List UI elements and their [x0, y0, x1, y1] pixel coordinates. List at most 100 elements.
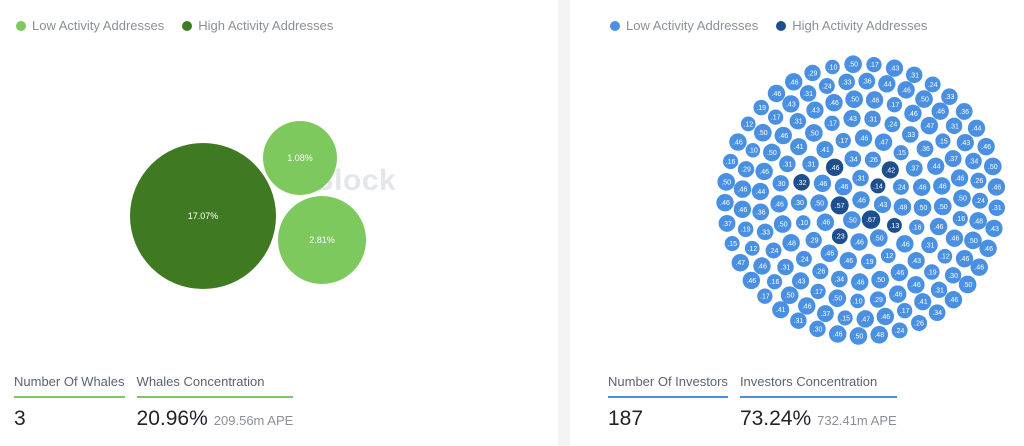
bubble[interactable] [941, 88, 958, 106]
bubble[interactable] [763, 143, 781, 162]
bubble[interactable] [745, 143, 761, 158]
bubble[interactable] [717, 173, 736, 191]
bubble[interactable] [810, 283, 826, 300]
bubble[interactable] [952, 211, 968, 227]
bubble[interactable] [838, 73, 855, 91]
bubble[interactable] [905, 66, 923, 84]
bubble[interactable] [927, 157, 945, 175]
bubble[interactable] [850, 233, 868, 251]
bubble[interactable] [907, 252, 925, 270]
bubble[interactable] [774, 126, 792, 145]
bubble[interactable] [843, 109, 861, 128]
bubble[interactable] [964, 231, 982, 250]
bubble[interactable] [967, 119, 986, 137]
bubble[interactable] [979, 239, 997, 258]
bubble[interactable] [829, 325, 847, 343]
bubble[interactable] [278, 196, 366, 284]
bubble[interactable] [731, 253, 750, 272]
bubble[interactable] [824, 115, 840, 131]
bubble[interactable] [729, 133, 747, 151]
bubble[interactable] [912, 178, 931, 196]
bubble[interactable] [722, 153, 739, 170]
bubble[interactable] [864, 151, 881, 168]
bubble[interactable] [944, 291, 963, 309]
bubble[interactable] [885, 59, 904, 77]
bubble[interactable] [791, 272, 810, 290]
bubble[interactable] [830, 196, 849, 215]
bubble[interactable] [878, 75, 896, 93]
bubble[interactable] [825, 59, 840, 75]
bubble[interactable] [856, 310, 875, 328]
bubble[interactable] [757, 288, 773, 304]
bubble[interactable] [929, 217, 948, 236]
bubble[interactable] [754, 123, 772, 142]
bubble[interactable] [753, 99, 769, 116]
bubble[interactable] [780, 286, 799, 305]
bubble[interactable] [834, 177, 853, 196]
bubble[interactable] [888, 285, 907, 303]
bubble[interactable] [766, 274, 783, 290]
bubble[interactable] [930, 281, 948, 299]
bubble[interactable] [790, 194, 808, 211]
bubble[interactable] [795, 250, 812, 267]
bubble[interactable] [806, 101, 824, 119]
bubble[interactable] [809, 320, 826, 338]
bubble[interactable] [844, 55, 862, 74]
bubble[interactable] [970, 172, 987, 189]
bubble[interactable] [849, 327, 868, 345]
bubble[interactable] [911, 314, 928, 332]
bubble[interactable] [944, 267, 962, 284]
bubble[interactable] [837, 310, 853, 326]
bubble[interactable] [744, 240, 760, 256]
legend-item-high-activity[interactable]: High Activity Addresses [776, 18, 927, 33]
bubble[interactable] [953, 189, 971, 208]
bubble[interactable] [810, 194, 828, 212]
bubble[interactable] [789, 112, 807, 130]
bubble[interactable] [913, 198, 932, 217]
bubble[interactable] [793, 174, 810, 191]
bubble[interactable] [816, 305, 834, 322]
bubble[interactable] [970, 258, 988, 276]
bubble[interactable] [909, 219, 925, 235]
bubble[interactable] [864, 110, 881, 128]
bubble[interactable] [798, 297, 816, 315]
bubble[interactable] [818, 78, 835, 94]
bubble[interactable] [779, 155, 796, 173]
bubble[interactable] [782, 95, 800, 113]
bubble[interactable] [813, 174, 832, 193]
bubble[interactable] [765, 242, 782, 259]
bubble[interactable] [753, 257, 771, 275]
bubble[interactable] [737, 161, 755, 178]
bubble[interactable] [772, 301, 790, 319]
bubble[interactable] [972, 192, 988, 209]
bubble[interactable] [844, 150, 862, 168]
bubble[interactable] [945, 229, 964, 247]
bubble[interactable] [937, 248, 953, 264]
bubble[interactable] [767, 84, 786, 103]
bubble[interactable] [874, 133, 893, 151]
bubble[interactable] [873, 195, 892, 214]
bubble[interactable] [799, 85, 817, 102]
bubble[interactable] [130, 143, 276, 289]
bubble[interactable] [850, 293, 865, 309]
bubble[interactable] [724, 236, 740, 252]
bubble[interactable] [852, 169, 869, 187]
bubble[interactable] [985, 219, 1003, 238]
bubble[interactable] [928, 304, 946, 322]
bubble[interactable] [965, 152, 982, 170]
bubble[interactable] [773, 215, 792, 233]
bubble[interactable] [890, 263, 909, 282]
bubble[interactable] [880, 248, 896, 264]
bubble[interactable] [871, 270, 889, 289]
bubble[interactable] [891, 322, 908, 339]
bubble[interactable] [805, 231, 822, 249]
bubble[interactable] [901, 126, 919, 143]
bubble[interactable] [920, 116, 939, 135]
bubble[interactable] [755, 162, 773, 181]
bubble[interactable] [777, 258, 794, 276]
bubble[interactable] [916, 140, 934, 158]
bubble[interactable] [825, 93, 843, 112]
bubble[interactable] [756, 223, 774, 241]
bubble[interactable] [955, 249, 974, 268]
bubble[interactable] [740, 116, 756, 132]
